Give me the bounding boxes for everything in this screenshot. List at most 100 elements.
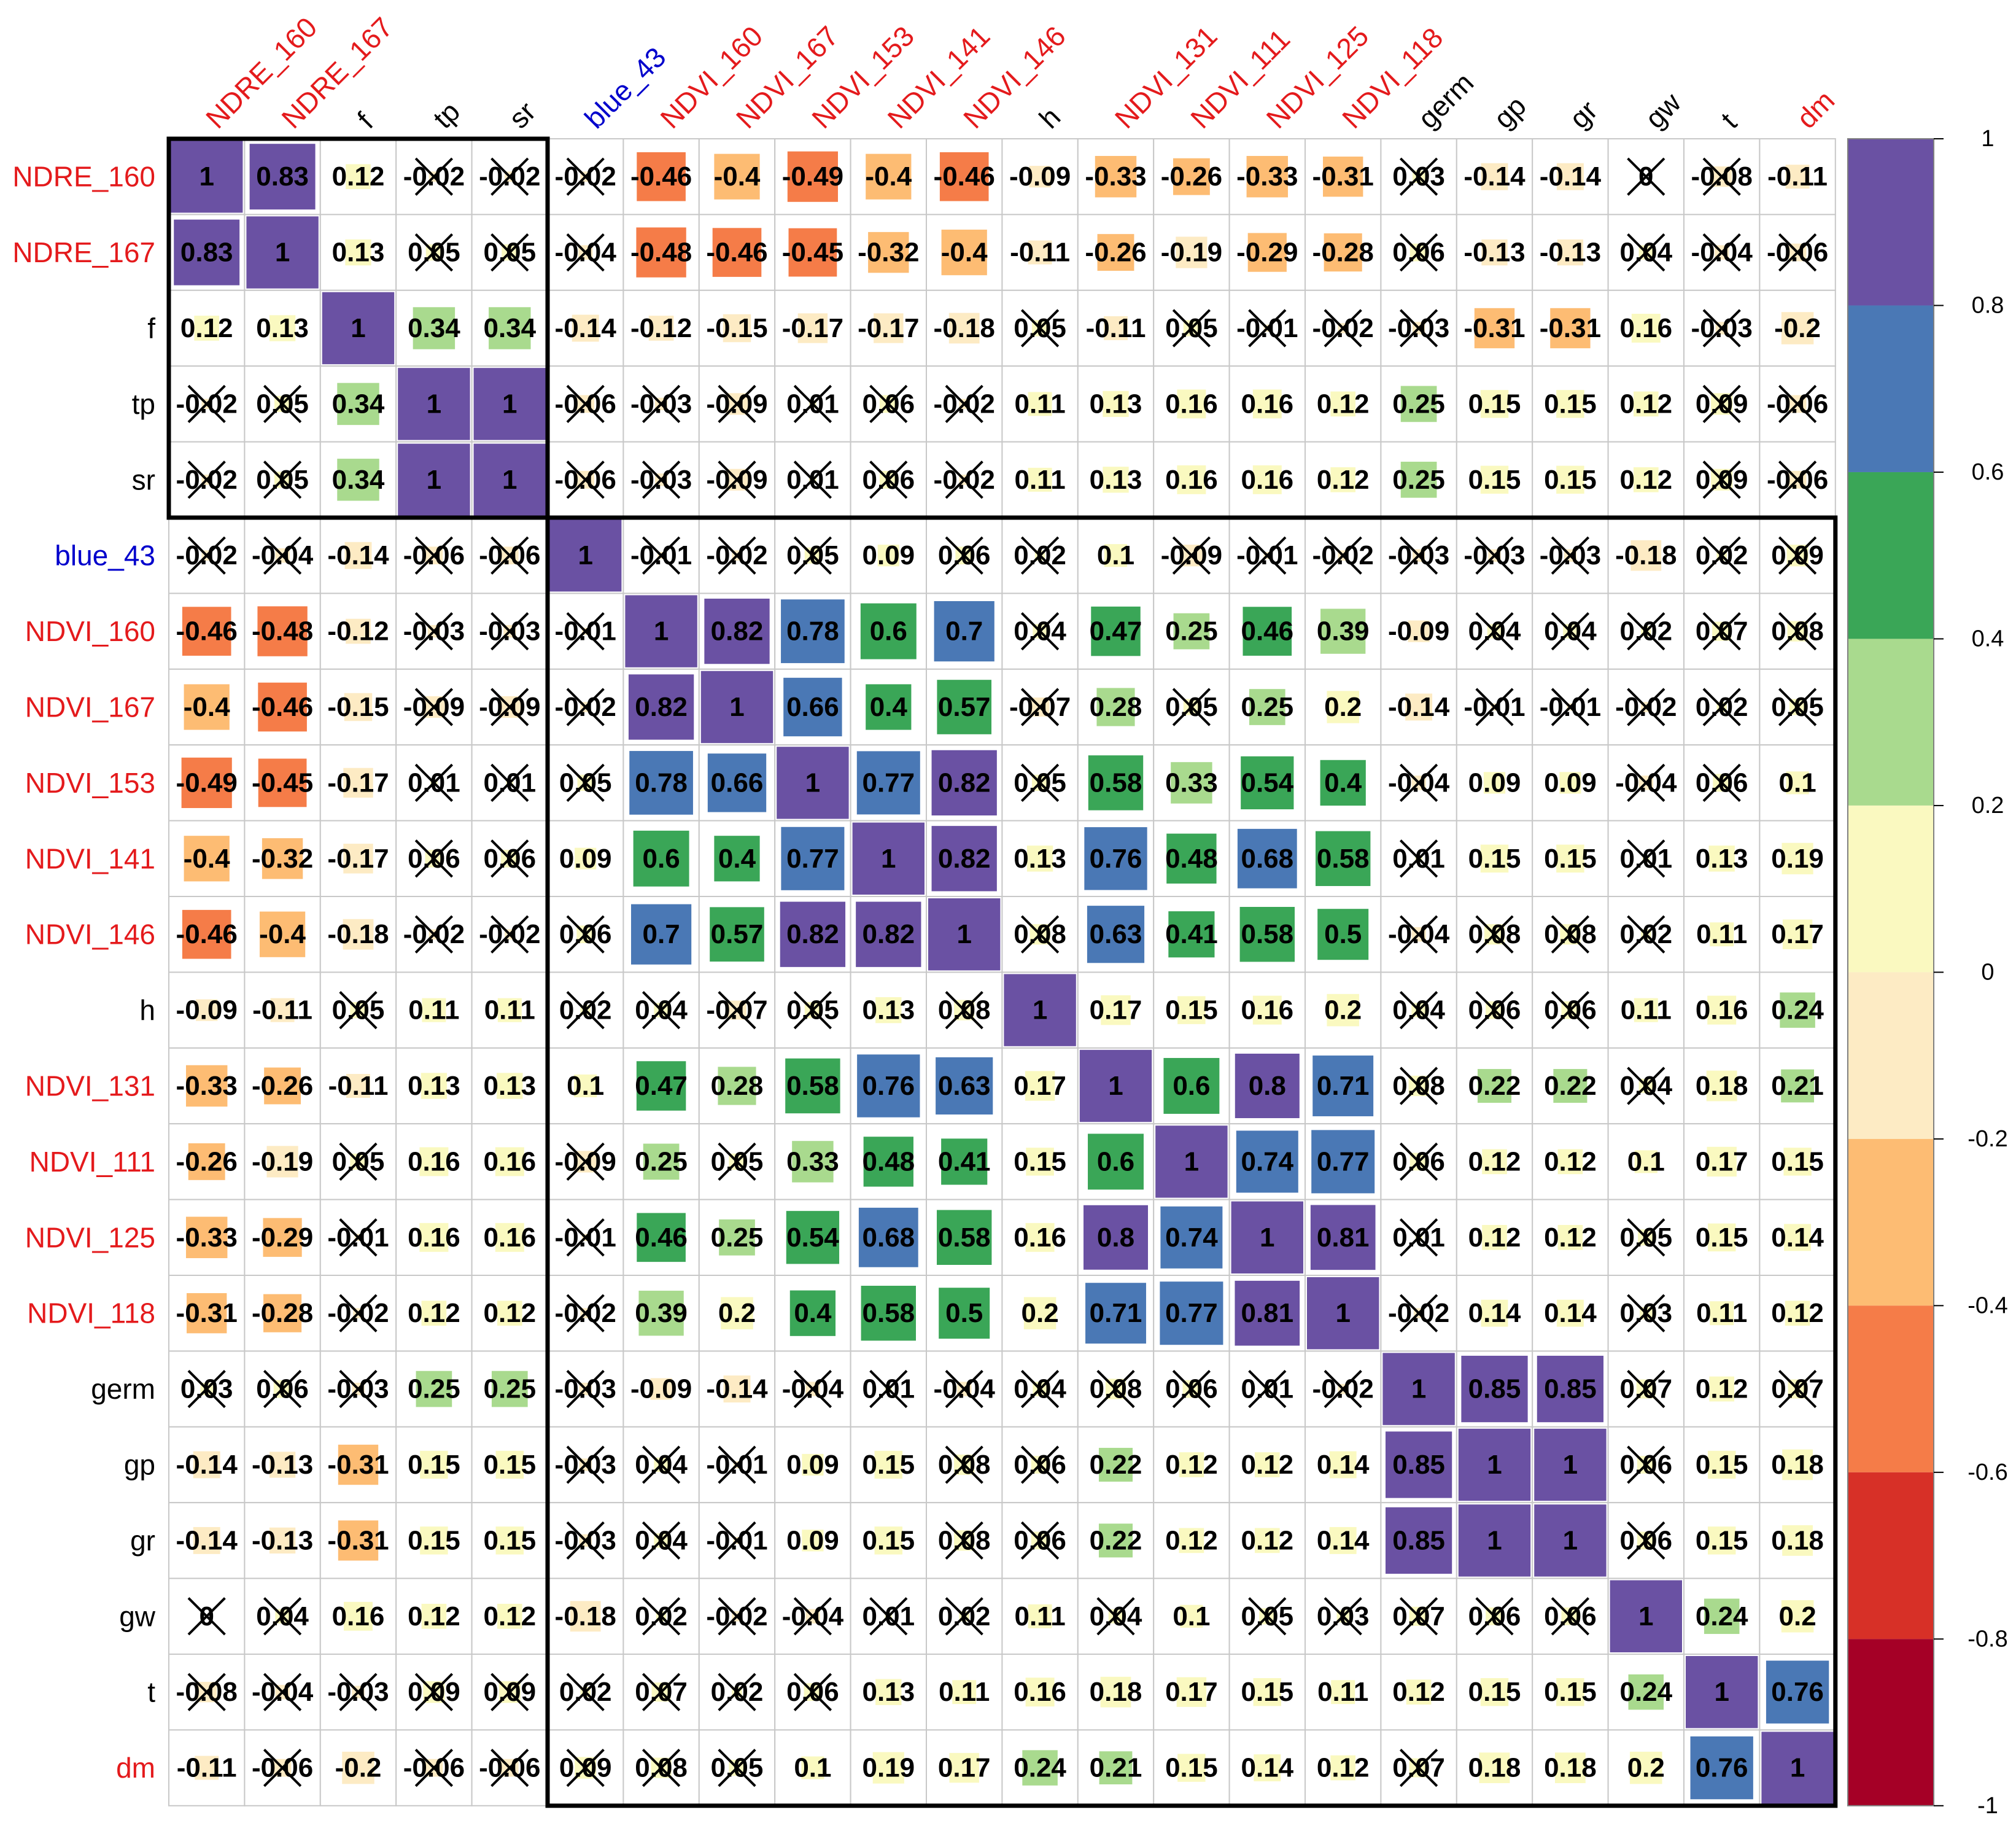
value-label-tp-ndvi-118: 0.12	[1317, 389, 1370, 419]
cell-square-ndvi-131-tp	[421, 1073, 448, 1099]
cell-square-ndvi-160-ndvi-160	[625, 595, 697, 667]
cell-square-ndvi-131-ndvi-111	[1163, 1058, 1220, 1114]
cell-square-ndre-160-ndvi-167	[714, 154, 760, 200]
cell-square-ndre-160-ndvi-118	[1323, 157, 1363, 197]
value-label-ndvi-153-ndvi-167: 0.66	[711, 768, 764, 798]
cross-mark-blue-43-ndvi-146	[945, 536, 983, 575]
value-label-ndvi-118-ndre-160: -0.31	[176, 1298, 238, 1328]
row-label-tp: tp	[132, 388, 155, 420]
cell-square-gp-f	[338, 1444, 379, 1485]
value-label-ndvi-153-gr: 0.09	[1544, 768, 1597, 798]
value-label-ndvi-160-ndre-167: -0.48	[252, 616, 313, 647]
value-label-ndvi-167-ndvi-160: 0.82	[635, 692, 688, 722]
cross-mark-ndvi-167-gr	[1551, 688, 1590, 726]
cell-square-gp-ndvi-153	[802, 1453, 824, 1476]
cell-square-gp-gr	[1534, 1428, 1607, 1501]
value-label-ndre-160-f: 0.12	[332, 161, 385, 192]
value-label-ndvi-153-ndre-167: -0.45	[252, 768, 313, 798]
value-label-ndre-167-gp: -0.13	[1464, 238, 1525, 268]
value-label-dm-dm: 1	[1790, 1753, 1805, 1783]
value-label-ndvi-167-ndvi-118: 0.2	[1324, 692, 1362, 722]
cell-square-tp-h	[1028, 392, 1052, 416]
cell-square-sr-gr	[1556, 465, 1584, 494]
cell-square-gw-dm	[1781, 1600, 1814, 1633]
cell-square-blue-43-f	[344, 542, 372, 569]
cell-square-sr-f	[337, 459, 379, 501]
cross-mark-gw-ndvi-141	[869, 1597, 908, 1636]
value-label-dm-ndvi-131: 0.21	[1090, 1753, 1142, 1783]
value-label-ndre-160-ndvi-167: -0.4	[714, 161, 761, 192]
cross-mark-h-ndvi-160	[642, 990, 681, 1030]
value-label-ndvi-146-ndre-160: -0.46	[176, 919, 238, 949]
colorbar-tick-label-11: -1	[1977, 1793, 1998, 1819]
cell-square-ndvi-125-ndvi-111	[1160, 1206, 1223, 1269]
cross-mark-gp-gw	[1627, 1445, 1665, 1484]
value-label-h-ndre-167: -0.11	[252, 995, 312, 1025]
cell-square-ndvi-131-blue-43	[574, 1074, 597, 1098]
cross-mark-f-h	[1020, 309, 1060, 348]
cell-square-ndvi-141-h	[1026, 846, 1053, 872]
cell-square-ndvi-131-ndre-167	[264, 1067, 301, 1105]
value-label-ndvi-131-tp: 0.13	[408, 1071, 460, 1101]
cell-square-ndvi-167-ndvi-118	[1327, 691, 1359, 723]
cell-square-ndvi-125-ndvi-153	[786, 1211, 840, 1264]
value-label-ndvi-146-ndvi-146: 1	[956, 919, 971, 949]
cell-square-ndvi-167-ndvi-131	[1096, 688, 1135, 726]
value-label-ndvi-167-ndre-167: -0.46	[252, 692, 313, 722]
value-label-ndvi-118-ndvi-146: 0.5	[945, 1298, 983, 1328]
cross-mark-gp-h	[1020, 1445, 1060, 1484]
value-label-ndvi-167-ndvi-131: 0.28	[1090, 692, 1142, 722]
cross-mark-gw-ndvi-160	[642, 1597, 681, 1636]
value-label-ndvi-111-ndvi-160: 0.25	[635, 1146, 688, 1176]
column-label-gw: gw	[1639, 86, 1688, 134]
heatmap-value-labels: 1 0.83 0.12 -0.02 -0.02 -0.02 -0.46 -0.4 -0.49 -0…	[176, 161, 1829, 1783]
cross-mark-gw-ndvi-125	[1248, 1597, 1287, 1636]
cross-mark-ndvi-153-tp	[414, 763, 454, 803]
value-label-ndvi-131-t: 0.18	[1696, 1071, 1748, 1101]
cross-mark-ndre-167-blue-43	[566, 233, 605, 272]
cross-mark-dm-blue-43	[566, 1748, 605, 1787]
cell-square-ndvi-160-ndvi-131	[1091, 606, 1141, 656]
cross-mark-t-ndvi-160	[642, 1673, 681, 1711]
value-label-ndvi-131-ndvi-111: 0.6	[1173, 1071, 1210, 1101]
cell-square-ndvi-118-ndvi-153	[789, 1290, 836, 1336]
value-label-dm-f: -0.2	[335, 1753, 382, 1783]
cell-square-ndvi-125-ndvi-167	[719, 1219, 755, 1256]
value-label-gr-gp: 1	[1487, 1525, 1502, 1555]
cell-square-gw-tp	[421, 1603, 447, 1629]
value-label-ndvi-141-h: 0.13	[1014, 844, 1066, 874]
cell-square-ndvi-146-ndvi-153	[780, 901, 846, 967]
value-label-ndvi-146-ndvi-141: 0.82	[862, 919, 915, 949]
cell-square-ndvi-146-ndvi-111	[1168, 911, 1215, 958]
cross-mark-blue-43-t	[1702, 536, 1741, 575]
cross-mark-ndvi-146-sr	[490, 915, 529, 954]
cross-mark-blue-43-ndvi-125	[1248, 536, 1287, 575]
cell-square-ndvi-131-ndvi-167	[718, 1067, 756, 1105]
cell-square-ndvi-146-f	[343, 919, 374, 950]
row-label-ndvi-131: NDVI_131	[25, 1070, 155, 1102]
value-label-ndvi-125-ndre-167: -0.29	[252, 1223, 313, 1253]
cell-square-ndvi-111-gp	[1482, 1149, 1507, 1175]
cross-mark-f-t	[1702, 309, 1741, 348]
cross-mark-gw-gr	[1551, 1597, 1590, 1636]
cross-mark-gr-h	[1020, 1521, 1060, 1560]
value-label-f-gw: 0.16	[1619, 313, 1672, 343]
cell-square-t-gp	[1480, 1678, 1509, 1706]
cell-square-ndvi-111-ndre-160	[188, 1143, 225, 1180]
value-label-sr-sr: 1	[502, 465, 517, 495]
cell-square-ndvi-146-ndvi-146	[928, 898, 1001, 971]
row-label-f: f	[147, 313, 155, 344]
cross-mark-germ-ndvi-125	[1248, 1369, 1287, 1409]
cell-square-sr-ndvi-125	[1252, 465, 1282, 494]
cell-square-dm-ndvi-141	[872, 1752, 904, 1784]
value-label-f-ndre-160: 0.12	[180, 313, 233, 343]
cross-mark-germ-h	[1020, 1369, 1060, 1409]
cell-square-gr-t	[1707, 1526, 1736, 1555]
value-label-ndvi-118-dm: 0.12	[1771, 1298, 1824, 1328]
value-label-blue-43-blue-43: 1	[578, 540, 592, 570]
cell-square-ndvi-118-ndvi-118	[1307, 1277, 1379, 1350]
value-label-dm-h: 0.24	[1014, 1753, 1066, 1783]
cross-mark-ndvi-153-t	[1702, 763, 1741, 803]
value-label-gp-ndre-160: -0.14	[176, 1450, 238, 1480]
cross-mark-sr-ndvi-153	[793, 461, 832, 499]
